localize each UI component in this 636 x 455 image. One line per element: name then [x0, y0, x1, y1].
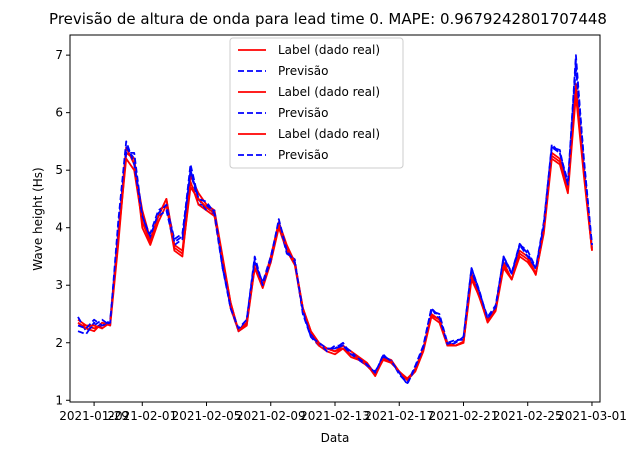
x-tick-label: 2021-02-05 [172, 409, 242, 423]
y-tick-label: 2 [55, 336, 63, 350]
legend-label: Previsão [278, 106, 328, 120]
y-axis-label: Wave height (Hs) [31, 167, 45, 270]
series-line-label [78, 88, 593, 380]
x-tick-label: 2021-02-01 [107, 409, 177, 423]
x-tick-label: 2021-02-21 [429, 409, 499, 423]
legend-label: Label (dado real) [278, 43, 380, 57]
x-axis: 2021-01-292021-02-012021-02-052021-02-09… [59, 402, 627, 423]
y-tick-label: 4 [55, 221, 63, 235]
x-tick-label: 2021-02-09 [236, 409, 306, 423]
series-line-previsao [77, 60, 593, 384]
y-tick-label: 7 [55, 48, 63, 62]
x-tick-label: 2021-01-29 [59, 409, 129, 423]
series-line-previsao [77, 54, 593, 386]
legend-label: Label (dado real) [278, 127, 380, 141]
x-tick-label: 2021-02-13 [300, 409, 370, 423]
legend-label: Previsão [278, 64, 328, 78]
series-line-label [77, 94, 593, 382]
y-tick-label: 3 [55, 278, 63, 292]
y-tick-label: 1 [55, 393, 63, 407]
x-tick-label: 2021-02-25 [493, 409, 563, 423]
y-tick-label: 6 [55, 106, 63, 120]
x-axis-label: Data [321, 431, 350, 445]
legend-label: Previsão [278, 148, 328, 162]
series-layer [77, 54, 593, 386]
legend-entries: Label (dado real) Previsão Label (dado rea… [238, 43, 380, 162]
legend: Label (dado real) Previsão Label (dado rea… [229, 37, 404, 169]
y-tick-label: 5 [55, 163, 63, 177]
x-tick-label: 2021-03-01 [557, 409, 627, 423]
y-axis: 1 2 3 4 5 6 7 [55, 48, 70, 407]
x-tick-label: 2021-02-17 [364, 409, 434, 423]
chart-title: Previsão de altura de onda para lead tim… [49, 10, 607, 28]
legend-label: Label (dado real) [278, 85, 380, 99]
series-line-previsao [77, 65, 593, 384]
legend-box [229, 37, 404, 169]
